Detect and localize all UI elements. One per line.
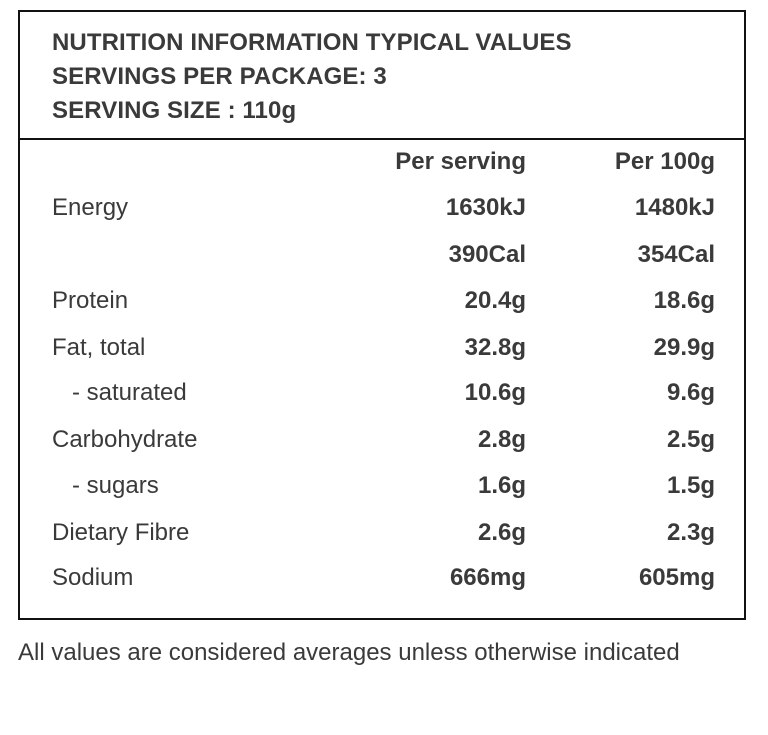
row-label: Energy [52,194,129,221]
per-100g-value: 18.6g [653,287,715,314]
per-serving-value: 2.6g [477,519,526,546]
table-row-saturated: - saturated 10.6g 9.6g [20,373,744,413]
table-row-fat-total: Fat, total 32.8g 29.9g [20,328,744,368]
column-header-per-100g: Per 100g [614,148,715,175]
table-row-energy-cal: 390Cal 354Cal [20,235,744,275]
table-row-energy-kj: Energy 1630kJ 1480kJ [20,188,744,228]
per-100g-value: 29.9g [653,334,715,361]
row-label: Fat, total [52,334,146,361]
row-label: Sodium [52,564,134,591]
row-label: Carbohydrate [52,426,198,453]
serving-size: SERVING SIZE : 110g [52,97,297,124]
row-label: Dietary Fibre [52,519,190,546]
header-title: NUTRITION INFORMATION TYPICAL VALUES [52,29,572,56]
per-100g-value: 9.6g [666,379,715,406]
row-label: - saturated [72,379,187,406]
table-row-dietary-fibre: Dietary Fibre 2.6g 2.3g [20,513,744,553]
row-label: - sugars [72,472,159,499]
nutrition-panel: NUTRITION INFORMATION TYPICAL VALUES SER… [18,10,746,620]
per-serving-value: 666mg [449,564,526,591]
servings-per-package: SERVINGS PER PACKAGE: 3 [52,63,387,90]
table-row-protein: Protein 20.4g 18.6g [20,281,744,321]
per-100g-value: 2.3g [666,519,715,546]
per-serving-value: 20.4g [464,287,526,314]
footnote: All values are considered averages unles… [18,639,680,666]
per-serving-value: 1630kJ [445,194,526,221]
per-serving-value: 390Cal [448,241,526,268]
per-100g-value: 2.5g [666,426,715,453]
per-100g-value: 354Cal [637,241,715,268]
table-header-row: Per serving Per 100g [20,142,744,182]
per-serving-value: 10.6g [464,379,526,406]
table-row-sugars: - sugars 1.6g 1.5g [20,466,744,506]
per-100g-value: 1.5g [666,472,715,499]
per-serving-value: 1.6g [477,472,526,499]
per-100g-value: 1480kJ [634,194,715,221]
table-row-carbohydrate: Carbohydrate 2.8g 2.5g [20,420,744,460]
per-100g-value: 605mg [638,564,715,591]
per-serving-value: 32.8g [464,334,526,361]
nutrition-header: NUTRITION INFORMATION TYPICAL VALUES SER… [20,12,744,140]
row-label: Protein [52,287,129,314]
table-row-sodium: Sodium 666mg 605mg [20,558,744,598]
per-serving-value: 2.8g [477,426,526,453]
column-header-per-serving: Per serving [395,148,526,175]
